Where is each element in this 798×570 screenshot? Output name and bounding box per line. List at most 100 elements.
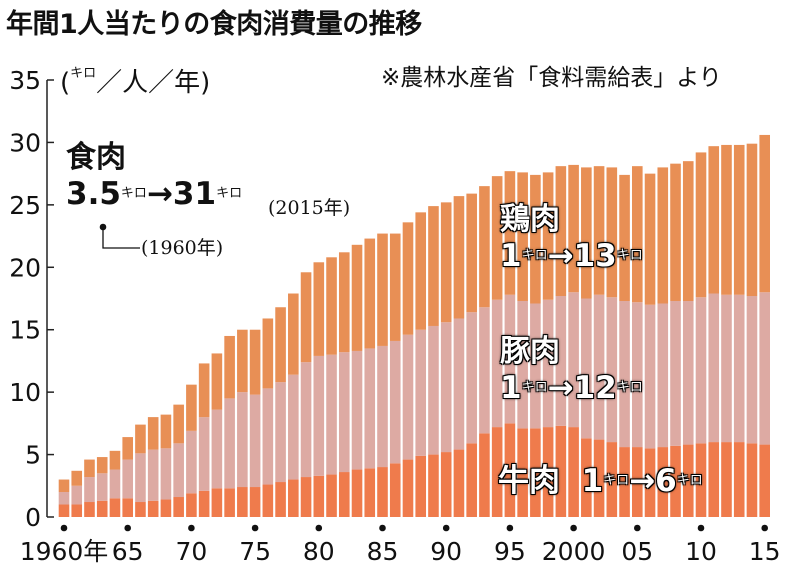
x-tick-dot — [634, 524, 641, 532]
bar-segment-chicken — [759, 134, 770, 293]
bar-segment-pork — [173, 443, 184, 498]
bar-segment-chicken — [71, 470, 83, 486]
bar-segment-beef — [581, 438, 592, 517]
bar-segment-pork — [632, 302, 643, 448]
annotation-beef: 牛肉 1キロ→6キロ — [498, 463, 703, 499]
bar-segment-beef — [453, 449, 465, 517]
bar-segment-chicken — [237, 329, 248, 393]
bar-segment-beef — [530, 428, 541, 517]
bar-segment-pork — [351, 350, 363, 470]
bar-segment-pork — [377, 345, 388, 468]
y-tick-label: 15 — [9, 316, 41, 345]
bar-segment-beef — [440, 452, 452, 517]
bar-segment-pork — [211, 409, 223, 489]
bar-segment-chicken — [682, 161, 694, 301]
bar-segment-pork — [708, 293, 720, 443]
y-tick-label: 30 — [9, 128, 41, 157]
bar-segment-chicken — [313, 262, 325, 356]
bar-segment-beef — [313, 475, 325, 517]
bar-segment-beef — [338, 472, 350, 517]
bar-segment-chicken — [428, 206, 439, 326]
bar-segment-pork — [288, 374, 299, 480]
bar-segment-pork — [733, 294, 745, 443]
annotation-total: 食肉 3.5キロ→31キロ — [66, 140, 243, 212]
bar-segment-beef — [619, 447, 630, 517]
bar-segment-beef — [746, 443, 758, 517]
bar-segment-chicken — [568, 164, 579, 293]
bar-segment-pork — [530, 303, 541, 429]
bar-segment-beef — [147, 500, 159, 517]
bar-segment-beef — [198, 490, 210, 517]
annotation-chicken: 鶏肉 1キロ→13キロ — [500, 202, 643, 274]
annotation-total-end-note: (2015年) — [268, 197, 351, 219]
bar-segment-beef — [173, 497, 184, 517]
bar-segment-chicken — [606, 167, 618, 298]
bar-segment-pork — [593, 294, 605, 440]
bar-segment-pork — [160, 448, 172, 500]
bar-segment-chicken — [122, 437, 133, 460]
y-tick-label: 0 — [25, 503, 41, 532]
bar-segment-chicken — [224, 335, 235, 399]
bar-segment-chicken — [479, 186, 490, 308]
bar-segment-chicken — [262, 318, 274, 389]
bar-segment-chicken — [708, 146, 720, 294]
bar-segment-beef — [415, 455, 427, 517]
bar-segment-beef — [122, 498, 133, 517]
bar-segment-pork — [517, 301, 528, 429]
bar-segment-beef — [708, 442, 720, 517]
x-tick-dot — [506, 524, 514, 532]
bar-segment-pork — [147, 449, 159, 501]
bar-segment-pork — [71, 485, 83, 505]
bar-segment-chicken — [670, 163, 681, 301]
bar-segment-pork — [644, 304, 656, 449]
x-tick-label: 15 — [749, 537, 781, 566]
bar-segment-beef — [670, 445, 681, 517]
bar-segment-chicken — [504, 171, 516, 295]
bar-segment-pork — [619, 301, 630, 448]
bar-segment-chicken — [326, 257, 337, 355]
bar-segment-beef — [135, 502, 146, 517]
bar-segment-pork — [402, 334, 414, 460]
bar-segment-beef — [491, 427, 503, 517]
y-tick-label: 10 — [9, 378, 41, 407]
bar-segment-pork — [491, 299, 503, 428]
bar-segment-chicken — [440, 202, 452, 323]
bar-segment-chicken — [619, 174, 630, 301]
x-tick-dot — [570, 524, 577, 532]
bar-segment-chicken — [173, 404, 184, 444]
bar-segment-chicken — [186, 384, 197, 431]
bar-segment-beef — [211, 488, 223, 517]
bar-segment-beef — [542, 427, 554, 517]
bar-segment-beef — [479, 433, 490, 517]
bar-segment-pork — [453, 318, 465, 450]
x-tick-label: 80 — [303, 537, 335, 566]
bar-segment-pork — [186, 430, 197, 494]
x-tick-label: 85 — [367, 537, 399, 566]
bar-segment-chicken — [593, 166, 605, 295]
bar-segment-beef — [84, 502, 95, 517]
bar-segment-pork — [84, 477, 95, 503]
bar-segment-beef — [402, 459, 414, 517]
bar-segment-beef — [389, 463, 401, 517]
bar-segment-pork — [364, 348, 376, 469]
bar-segment-chicken — [135, 424, 146, 454]
annotation-connector-line — [102, 227, 140, 249]
x-tick-label: 90 — [430, 537, 462, 566]
x-tick-dot — [315, 524, 323, 532]
bar-segment-beef — [109, 498, 121, 517]
annotation-total-head: 食肉 — [66, 140, 126, 175]
bar-segment-chicken — [147, 417, 159, 450]
source-note: ※農林水産省「食料需給表」より — [381, 65, 722, 91]
bar-segment-chicken — [338, 252, 350, 353]
bar-segment-beef — [58, 504, 70, 517]
chart-title: 年間1人当たりの食肉消費量の推移 — [6, 9, 422, 40]
x-tick-label: 2000 — [542, 537, 606, 566]
bar-segment-chicken — [58, 479, 70, 493]
x-tick-dot — [188, 524, 195, 532]
bar-segment-beef — [733, 442, 745, 517]
bar-segment-beef — [377, 467, 388, 517]
bar-segment-pork — [122, 459, 133, 499]
x-tick-dot — [379, 524, 386, 532]
bar-segment-chicken — [555, 166, 567, 296]
